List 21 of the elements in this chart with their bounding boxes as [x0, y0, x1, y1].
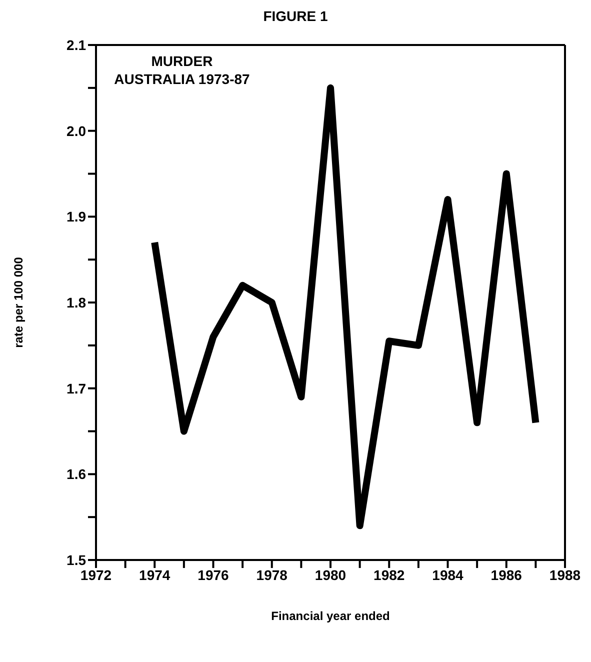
- x-tick-label: 1978: [256, 566, 288, 583]
- x-tick-label: 1974: [139, 566, 170, 583]
- x-tick-label: 1976: [198, 566, 230, 583]
- x-tick-label: 1972: [80, 566, 112, 583]
- y-tick-label: 1.9: [66, 208, 86, 225]
- y-tick-label: 1.5: [66, 552, 86, 568]
- y-tick-label: 1.8: [66, 294, 86, 310]
- chart-title: FIGURE 1: [262, 8, 329, 26]
- y-tick-label: 2.0: [66, 122, 86, 139]
- x-tick-label: 1980: [314, 566, 346, 583]
- y-tick-label: 1.7: [66, 380, 86, 396]
- annotation: AUSTRALIA 1973-87: [114, 71, 250, 87]
- annotation: MURDER: [151, 53, 213, 69]
- y-axis-title: rate per 100 000: [11, 256, 26, 348]
- x-tick-label: 1982: [374, 566, 405, 583]
- x-tick-label: 1988: [549, 566, 581, 583]
- x-tick-label: 1986: [490, 566, 522, 583]
- y-tick-label: 1.6: [66, 466, 86, 482]
- x-axis-title: Financial year ended: [271, 609, 390, 623]
- x-tick-label: 1984: [432, 566, 464, 583]
- y-tick-label: 2.1: [66, 36, 86, 53]
